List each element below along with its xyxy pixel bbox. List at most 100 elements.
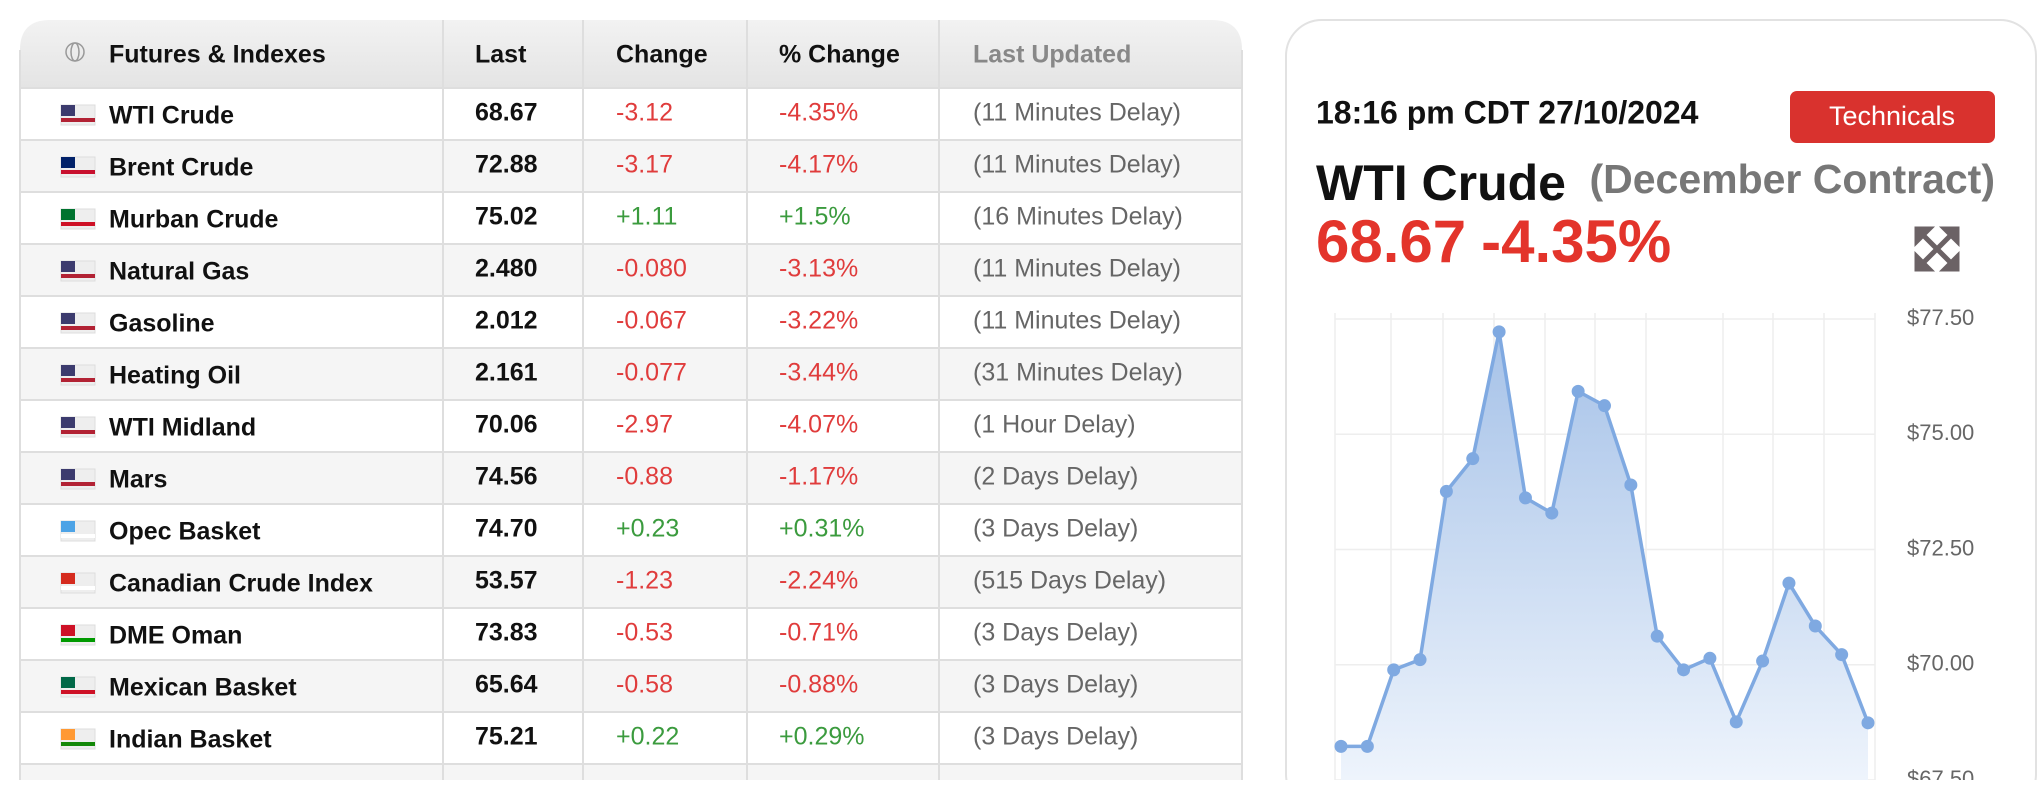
flag [61,729,75,740]
pct-change: -3.13% [779,255,858,283]
pct-change: -3.22% [779,307,858,335]
row-bg [20,608,1242,660]
y-tick-label: $77.50 [1907,305,1974,330]
y-tick-label: $67.50 [1907,766,1974,780]
row-bg [20,88,1242,140]
flag [61,625,75,636]
last: 72.88 [475,151,538,179]
point [1861,716,1875,730]
pct-change: -3.44% [779,359,858,387]
flag [61,690,95,694]
pct-change: -0.88% [779,671,858,699]
change: -0.88 [616,463,673,491]
expand-icon[interactable] [1914,226,1960,272]
last-updated: (1 Hour Delay) [973,411,1136,439]
y-tick-label: $72.50 [1907,535,1974,560]
last: 2.161 [475,359,538,387]
pct-change: +1.5% [779,203,851,231]
last-updated: (3 Days Delay) [973,723,1138,751]
last-updated: (11 Minutes Delay) [973,151,1181,179]
table-header-bg [20,20,1242,88]
globe-icon [70,42,80,62]
point [1729,715,1743,729]
flag [61,482,95,486]
name: Opec Basket [109,518,261,546]
row-bg [20,400,1242,452]
last: 74.70 [475,515,538,543]
flag [61,742,95,746]
flag [61,313,75,324]
timestamp: 18:16 pm CDT 27/10/2024 [1316,94,1699,130]
change: -0.067 [616,307,687,335]
name: Canadian Crude Index [109,570,373,598]
instrument-name: WTI Crude [1316,155,1566,211]
name: Mexican Basket [109,674,297,702]
flag [61,417,75,428]
point [1518,491,1532,505]
name: Murban Crude [109,206,279,234]
flag [61,326,95,330]
name: DME Oman [109,622,242,650]
y-tick-label: $75.00 [1907,420,1974,445]
flag [61,222,95,226]
change: -3.17 [616,151,673,179]
flag [61,261,75,272]
last-updated: (3 Days Delay) [973,515,1138,543]
price-line: 68.67 -4.35% [1316,208,1671,275]
change: -3.12 [616,99,673,127]
pct-change: -0.71% [779,619,858,647]
flag [61,430,95,434]
last: 68.67 [475,99,538,127]
pct-change: -2.24% [779,567,858,595]
flag [61,677,75,688]
flag [61,157,75,168]
price-change: -4.35% [1481,208,1671,275]
change: +0.23 [616,515,679,543]
name: Indian Basket [109,726,272,754]
technicals-label[interactable]: Technicals [1829,101,1955,131]
last-updated: (3 Days Delay) [973,619,1138,647]
flag [61,170,95,174]
point [1756,654,1770,668]
last: 53.57 [475,567,538,595]
last-updated: (3 Days Delay) [973,671,1138,699]
flag [61,521,75,532]
last-updated: (11 Minutes Delay) [973,307,1181,335]
point [1413,653,1427,667]
last: 75.21 [475,723,538,751]
change: -0.58 [616,671,673,699]
flag [61,573,75,584]
technicals-button[interactable] [1790,91,1995,143]
point [1677,663,1691,677]
last-updated: (11 Minutes Delay) [973,99,1181,127]
last: 65.64 [475,671,538,699]
flag [61,365,75,376]
row-bg [20,556,1242,608]
y-tick-label: $70.00 [1907,651,1974,676]
row-bg [20,765,1242,785]
point [1466,452,1480,466]
row-bg [20,712,1242,764]
contract: (December Contract) [1589,156,1995,202]
pct-change: -4.35% [779,99,858,127]
row-bg [20,504,1242,556]
flag [61,469,75,480]
column-header: % Change [779,41,900,69]
last: 75.02 [475,203,538,231]
point [1703,651,1717,665]
flag [61,586,95,590]
point [1492,325,1506,339]
row-bg [20,348,1242,400]
flag [61,534,95,538]
row-bg [20,244,1242,296]
point [1624,478,1638,492]
flag [61,638,95,642]
name: Mars [109,466,167,494]
point [1387,663,1401,677]
flag [61,274,95,278]
change: -0.080 [616,255,687,283]
pct-change: -1.17% [779,463,858,491]
column-header: Change [616,41,708,69]
